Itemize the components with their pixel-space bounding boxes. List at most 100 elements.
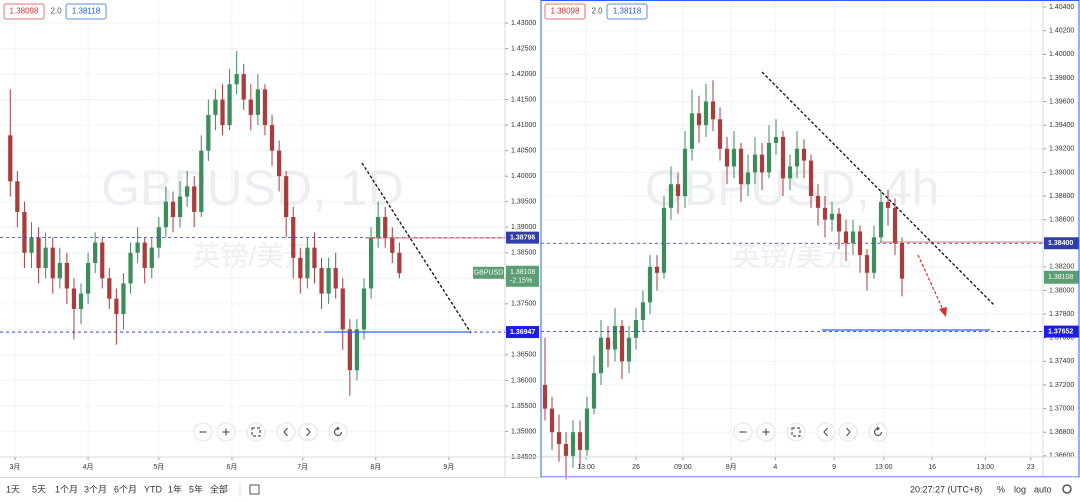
settings-icon[interactable] [1062, 484, 1072, 494]
y-tick-label: 1.42000 [511, 71, 536, 78]
goto-date-icon[interactable] [249, 484, 260, 495]
candle-body [892, 207, 898, 244]
y-tick-label: 1.36500 [511, 352, 536, 359]
candle-body [36, 237, 41, 269]
nav-button[interactable] [733, 422, 753, 442]
nav-button[interactable] [276, 422, 296, 442]
candle-body [738, 148, 744, 185]
candle-body [390, 237, 395, 253]
last-badge [1044, 270, 1079, 284]
range-button[interactable]: 1天 [6, 484, 20, 494]
y-tick-label: 1.35500 [511, 403, 536, 410]
icon [251, 427, 261, 437]
candle-body [640, 302, 646, 321]
x-tick-label: 13:00 [577, 464, 595, 471]
spread-label: 2.0 [591, 7, 603, 16]
candle-body [829, 213, 835, 220]
range-button[interactable]: 1年 [168, 483, 182, 494]
candle-body [227, 84, 232, 126]
y-tick-label: 1.43000 [511, 20, 536, 27]
candle-body [878, 201, 884, 238]
nav-button-bg [276, 422, 296, 442]
range-button[interactable]: 6个月 [114, 484, 137, 494]
candle-body [50, 247, 55, 279]
candle-body [570, 432, 576, 456]
symbol-badge [473, 266, 504, 279]
candle-body [689, 113, 695, 149]
candle-body [368, 237, 374, 289]
y-tick-label: 1.39800 [1049, 75, 1074, 82]
candle-body [745, 172, 751, 185]
candle-body [773, 136, 779, 143]
y-tick-label: 1.39400 [1049, 122, 1074, 129]
y-tick-label: 1.40000 [1049, 51, 1074, 58]
ask-label: 1.38118 [72, 7, 101, 16]
candle-body [668, 184, 674, 208]
range-button[interactable]: YTD [144, 484, 163, 494]
scale-option[interactable]: % [997, 484, 1005, 494]
candle-body [248, 99, 253, 115]
x-tick-label: 6月 [226, 463, 237, 471]
nav-button[interactable] [838, 422, 858, 442]
last-badge [506, 265, 539, 287]
x-tick-label: 5月 [153, 463, 164, 471]
trend-line [361, 162, 472, 334]
y-tick-label: 1.40400 [1049, 4, 1074, 11]
range-button[interactable]: 5天 [32, 484, 46, 494]
nav-button[interactable] [216, 422, 236, 442]
range-button[interactable]: 3个月 [84, 484, 107, 494]
candle-body [220, 99, 225, 126]
scale-option[interactable]: log [1014, 484, 1026, 494]
nav-button[interactable] [756, 422, 776, 442]
candle-body [619, 325, 625, 362]
candle-body [114, 298, 119, 315]
nav-button[interactable] [816, 422, 836, 442]
icon [283, 427, 288, 437]
candle-body [64, 262, 69, 289]
candle-body [549, 408, 555, 433]
trend-line [761, 71, 996, 307]
level-label: 1.36947 [510, 329, 535, 336]
range-button[interactable]: 全部 [210, 483, 228, 494]
nav-button[interactable] [298, 422, 318, 442]
nav-button-bg [786, 422, 806, 442]
candle-body [759, 154, 765, 173]
candle-body [710, 101, 716, 120]
x-tick-label: 4 [773, 464, 777, 471]
candle-body [57, 262, 62, 279]
candle-body [199, 150, 204, 212]
candle-body [598, 337, 604, 374]
nav-button[interactable] [328, 422, 348, 442]
candle-body [78, 293, 84, 309]
candle-body [843, 231, 849, 244]
candle-body [291, 217, 296, 258]
icon [791, 427, 801, 437]
nav-button[interactable] [193, 422, 213, 442]
y-tick-label: 1.38500 [511, 250, 536, 257]
candle-body [128, 252, 133, 284]
nav-button[interactable] [246, 422, 266, 442]
candle-body [383, 217, 388, 238]
y-tick-label: 1.39000 [511, 224, 536, 231]
x-tick-label: 8月 [370, 463, 381, 471]
nav-button[interactable] [786, 422, 806, 442]
bid-label: 1.38098 [551, 7, 580, 16]
bid-label: 1.38098 [10, 7, 39, 16]
x-tick-label: 7月 [297, 463, 308, 471]
candle-body [192, 186, 197, 212]
watermark: GBPUSD, 1D [101, 160, 404, 216]
candle-body [121, 283, 126, 315]
x-tick-label: 13:00 [977, 464, 995, 471]
candle-body [269, 125, 275, 151]
candle-body [376, 217, 381, 238]
candle-body [347, 329, 352, 371]
candle-body [284, 176, 289, 218]
nav-button[interactable] [868, 422, 888, 442]
range-button[interactable]: 1个月 [55, 484, 78, 494]
watermark-sub: 英镑/美元 [732, 240, 852, 271]
candle-body [276, 150, 282, 177]
candle-body [885, 201, 891, 208]
range-button[interactable]: 5年 [189, 483, 203, 494]
scale-option[interactable]: auto [1034, 484, 1052, 494]
